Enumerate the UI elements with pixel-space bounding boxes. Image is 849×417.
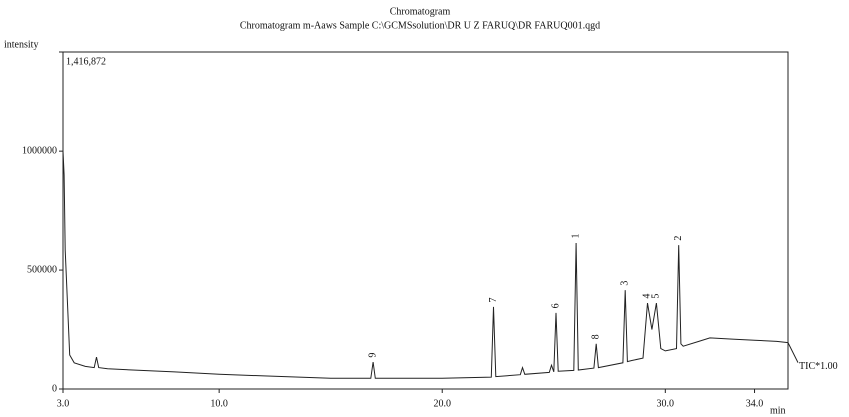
x-tick-label: 10.0 [210, 398, 228, 409]
plot-frame [62, 51, 789, 390]
peak-label: 3 [619, 281, 630, 286]
peak-label: 7 [488, 297, 499, 302]
peak-label: 2 [673, 236, 684, 241]
annotation-leader [787, 342, 799, 363]
y-tick-label: 1000000 [22, 145, 57, 156]
y-axis-label: intensity [4, 39, 38, 50]
chart-subtitle: Chromatogram m-Aaws Sample C:\GCMSsoluti… [240, 20, 600, 31]
peak-label: 5 [651, 294, 662, 299]
y-tick-label: 500000 [27, 264, 57, 275]
peak-label: 4 [642, 294, 653, 299]
x-tick-label: 3.0 [57, 398, 70, 409]
chart-title: Chromatogram [390, 6, 451, 17]
trace-line [62, 151, 789, 379]
x-tick-label: 30.0 [657, 398, 675, 409]
peak-label: 1 [570, 233, 581, 238]
peak-label: 8 [590, 334, 601, 339]
peak-label: 6 [550, 303, 561, 308]
x-axis-label: min [770, 405, 786, 416]
x-tick-label: 20.0 [433, 398, 451, 409]
annotation: TIC*1.00 [799, 361, 838, 372]
y-tick-label: 1,416,872 [66, 56, 106, 67]
x-tick-label: 34.0 [746, 398, 764, 409]
y-tick-label: 0 [52, 383, 57, 394]
peak-label: 9 [367, 353, 378, 358]
